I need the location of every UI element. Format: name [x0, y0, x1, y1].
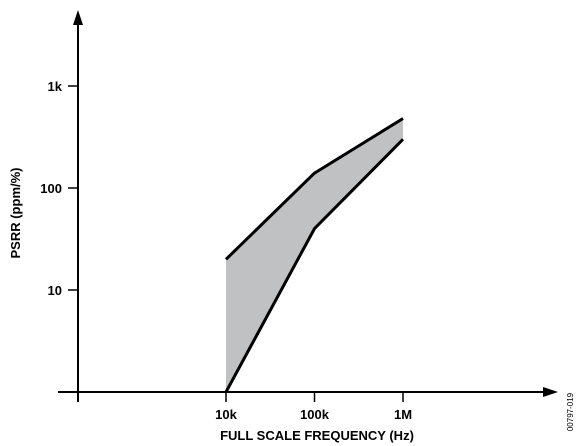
- y-axis-arrow: [73, 10, 83, 25]
- psrr-band-area: [226, 118, 403, 392]
- series-line-lower: [224, 138, 405, 393]
- axes: [58, 10, 558, 402]
- series-lines: [224, 117, 405, 393]
- x-axis-title: FULL SCALE FREQUENCY (Hz): [220, 428, 414, 443]
- y-tick-label: 10: [48, 283, 62, 298]
- psrr-band: [226, 118, 403, 392]
- figure-id: 00797-019: [566, 392, 575, 431]
- x-axis-arrow: [543, 387, 558, 397]
- x-tick-label: 100k: [300, 407, 330, 422]
- y-axis-title: PSRR (ppm/%): [8, 168, 23, 259]
- x-tick-label: 1M: [394, 407, 412, 422]
- y-tick-label: 100: [40, 181, 62, 196]
- ticks: 10 100 1k 10k 100k 1M: [40, 79, 412, 422]
- series-line-upper: [224, 117, 404, 261]
- y-tick-label: 1k: [48, 79, 63, 94]
- x-tick-label: 10k: [215, 407, 237, 422]
